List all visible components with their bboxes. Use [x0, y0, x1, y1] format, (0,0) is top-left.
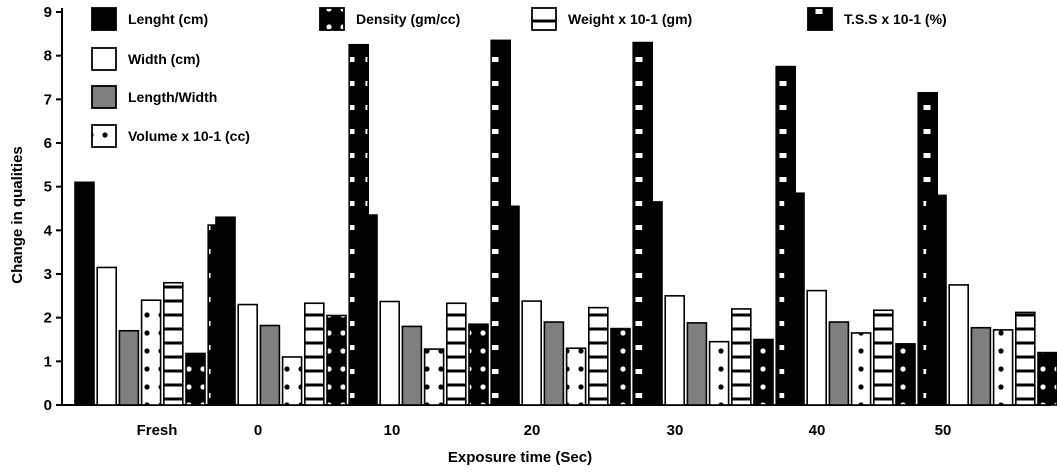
bar — [895, 343, 916, 406]
legend-label: T.S.S x 10-1 (%) — [844, 11, 947, 27]
bar — [642, 201, 663, 406]
legend-swatch — [319, 7, 345, 31]
bar — [96, 266, 117, 406]
y-tick-label: 1 — [44, 353, 52, 370]
bar — [1014, 311, 1036, 406]
legend: Lenght (cm) Width (cm) Length/Width Volume … — [91, 7, 947, 148]
y-tick-label: 3 — [44, 266, 52, 283]
bar — [281, 356, 303, 406]
bar — [610, 327, 631, 406]
y-tick-label: 4 — [44, 222, 53, 239]
bar — [686, 322, 708, 406]
legend-label: Volume x 10-1 (cc) — [128, 128, 250, 144]
bar — [784, 192, 805, 406]
bars — [74, 39, 1057, 406]
y-axis-title: Change in qualities — [9, 146, 26, 284]
bar — [587, 306, 609, 406]
bar — [730, 308, 752, 406]
bar — [992, 329, 1014, 406]
bar — [74, 181, 95, 406]
bar — [215, 216, 236, 406]
bar — [118, 329, 140, 406]
y-tick-label: 5 — [44, 179, 52, 196]
bar — [948, 284, 970, 406]
bar — [543, 321, 565, 406]
y-tick-label: 9 — [44, 4, 52, 21]
bar — [259, 324, 281, 406]
bar — [499, 205, 520, 406]
y-tick-label: 8 — [44, 48, 52, 65]
bar — [401, 325, 423, 406]
legend-swatch — [91, 85, 117, 109]
bar — [565, 347, 587, 406]
x-tick-label: 0 — [254, 422, 262, 439]
legend-label: Weight x 10-1 (gm) — [568, 11, 692, 27]
x-tick-label: 30 — [667, 422, 684, 439]
bar — [303, 302, 325, 406]
legend-label: Lenght (cm) — [128, 11, 208, 27]
y-tick-label: 0 — [44, 397, 52, 414]
bar — [850, 332, 872, 406]
bar — [806, 289, 828, 406]
bar — [828, 321, 850, 406]
bar — [708, 340, 730, 406]
bar — [185, 352, 206, 406]
bar — [140, 299, 162, 406]
legend-label: Length/Width — [128, 89, 217, 105]
bar — [326, 314, 347, 406]
x-tick-label: 50 — [935, 422, 952, 439]
legend-swatch — [531, 7, 557, 31]
bar — [872, 309, 894, 406]
bar — [163, 281, 184, 406]
y-tick-label: 2 — [44, 310, 52, 327]
legend-label: Density (gm/cc) — [356, 11, 460, 27]
bar — [521, 300, 543, 406]
bar — [357, 214, 378, 406]
y-tick-label: 7 — [44, 91, 52, 108]
x-tick-label: Fresh — [137, 422, 178, 439]
bar — [468, 323, 489, 406]
bar — [445, 302, 467, 406]
legend-swatch — [91, 47, 117, 71]
x-tick-label: 10 — [384, 422, 401, 439]
bar — [379, 300, 401, 406]
x-tick-label: 20 — [524, 422, 541, 439]
bar — [237, 303, 258, 406]
bar — [753, 338, 774, 406]
legend-swatch — [91, 7, 117, 31]
x-axis-title: Exposure time (Sec) — [448, 449, 592, 466]
bar — [970, 326, 992, 406]
legend-swatch — [807, 7, 833, 31]
x-tick-label: 40 — [809, 422, 826, 439]
bar — [423, 348, 445, 406]
y-tick-label: 6 — [44, 135, 52, 152]
legend-swatch — [91, 124, 117, 148]
legend-label: Width (cm) — [128, 51, 200, 67]
bar — [926, 194, 947, 406]
bar — [664, 295, 686, 406]
bar — [1037, 351, 1057, 406]
